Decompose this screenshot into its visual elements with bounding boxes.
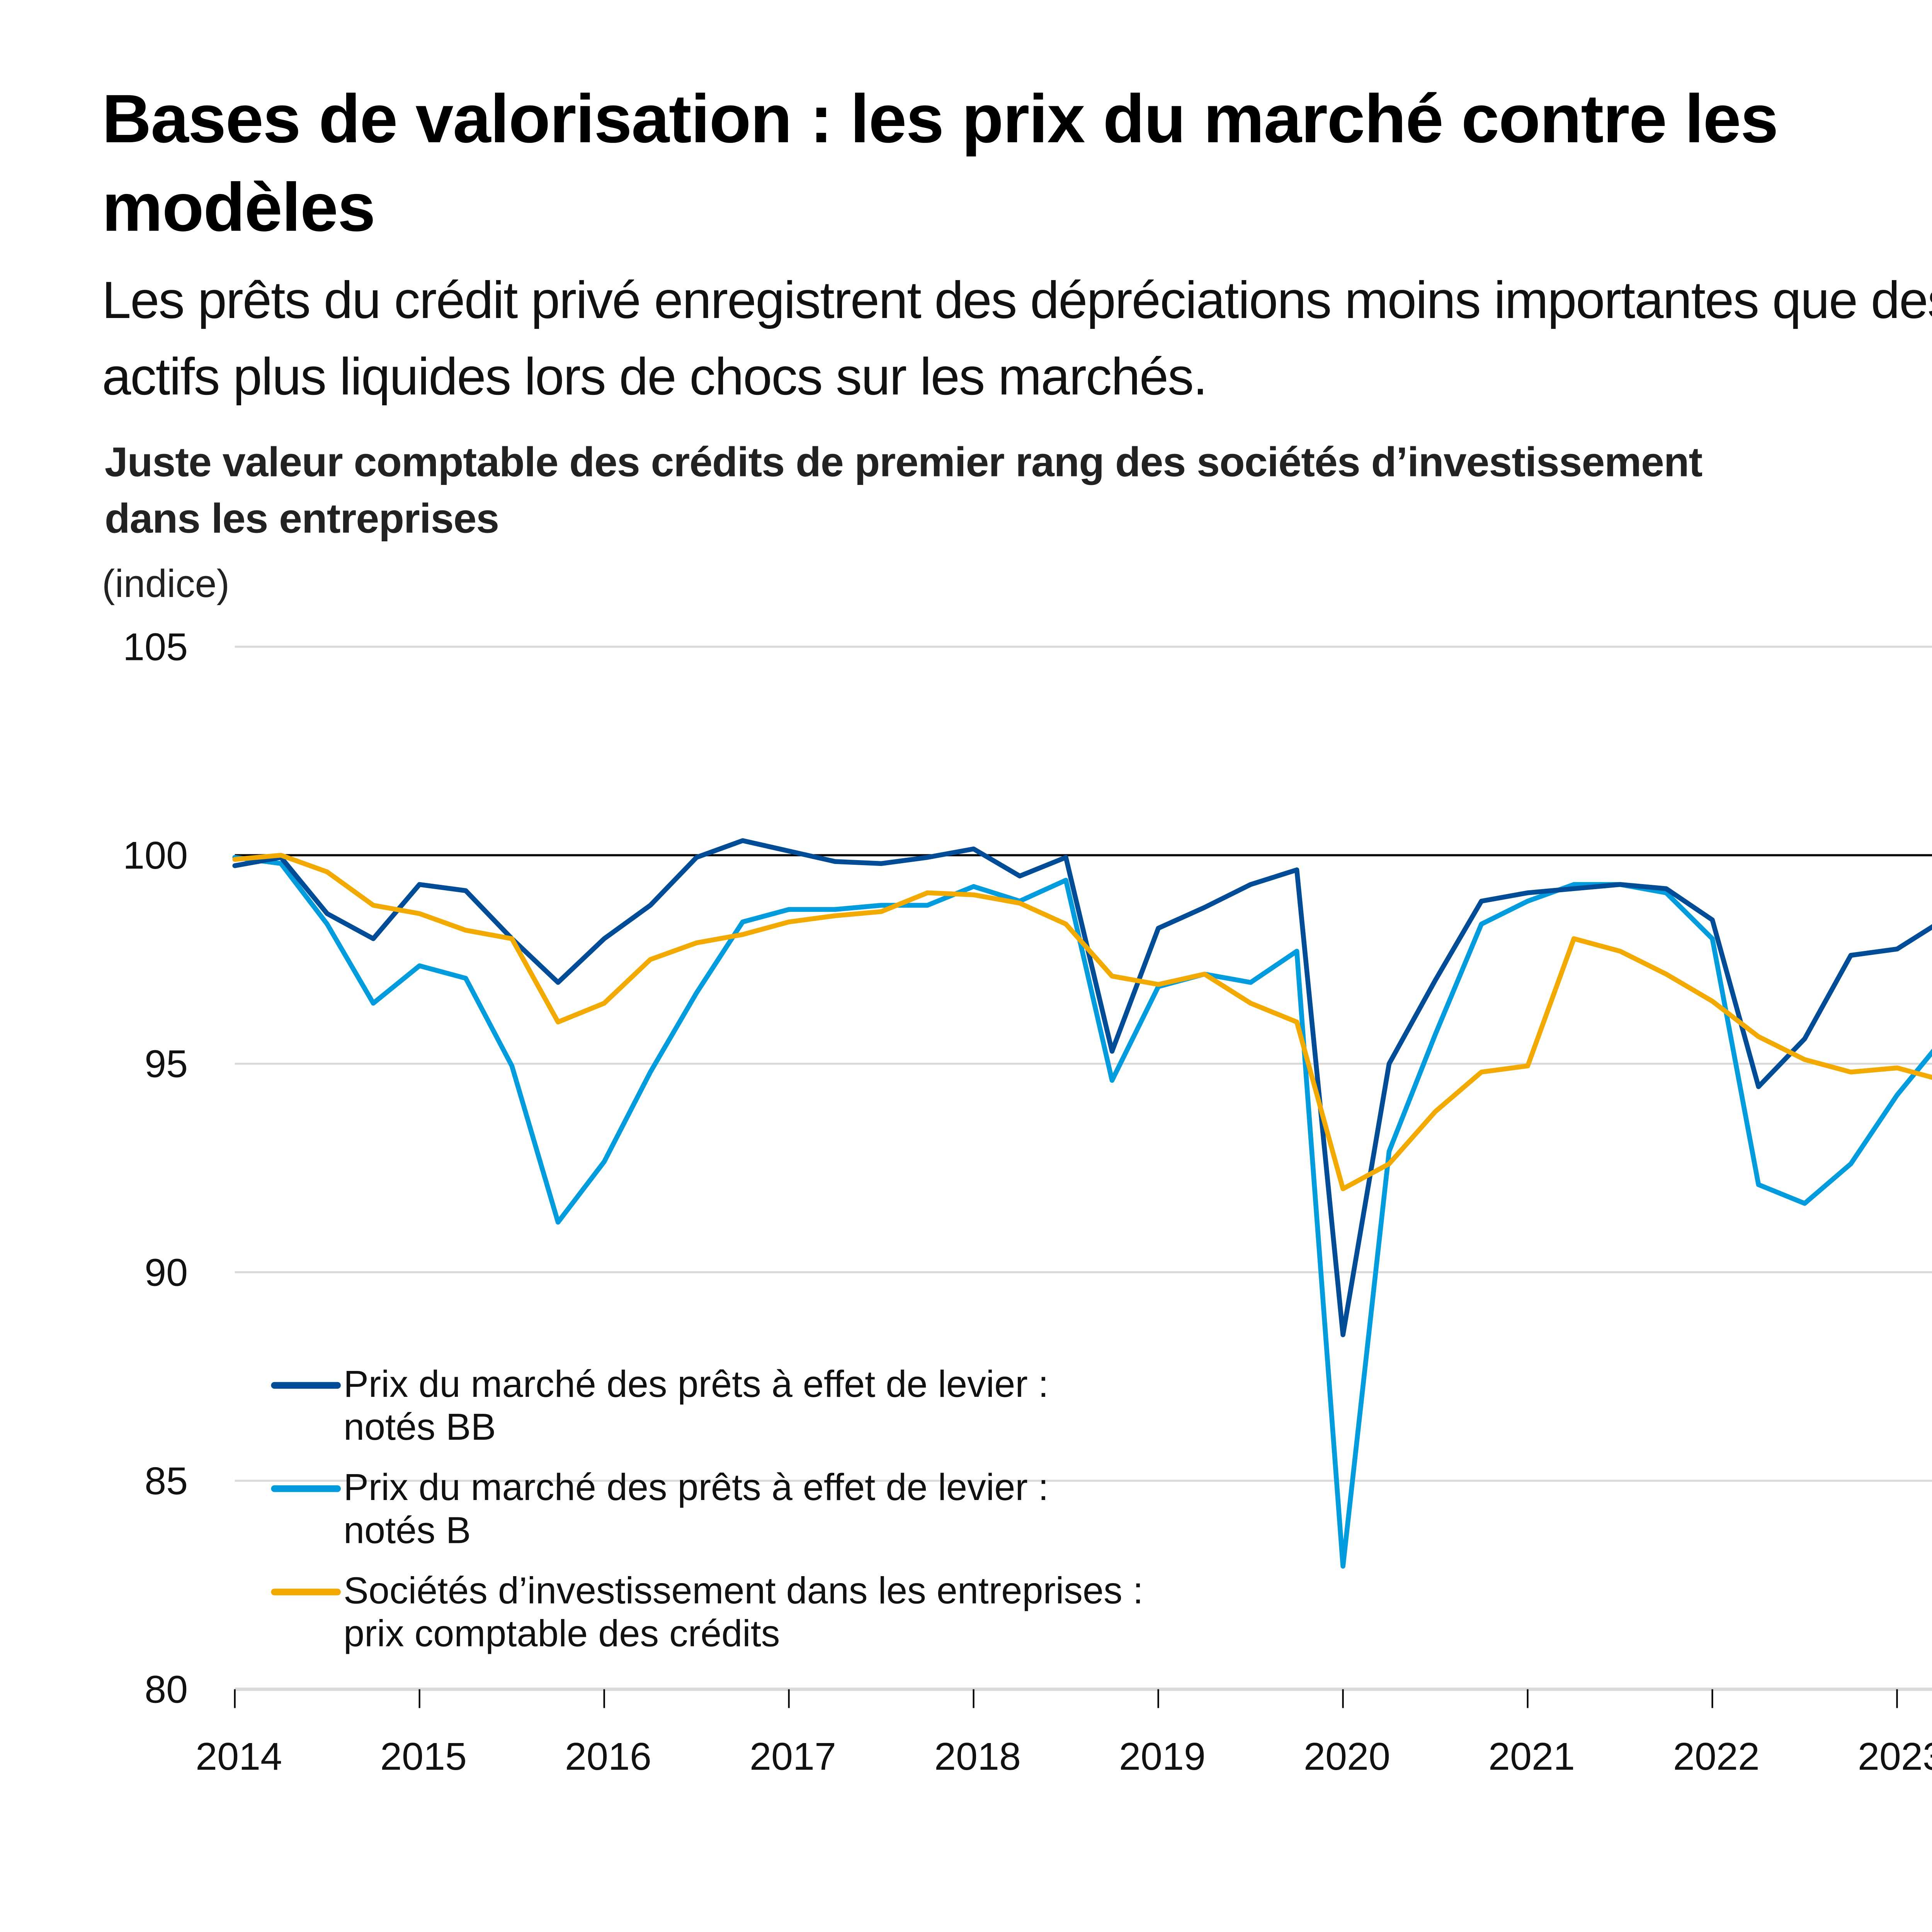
series-line-bdc xyxy=(232,853,1932,1191)
y-axis-unit-label: (indice) xyxy=(102,563,230,607)
gridlines xyxy=(235,646,1932,1482)
source-note: Sources : Bloomberg Finance LP ; informa… xyxy=(102,1927,1712,1932)
legend-label-bb-line2: notés BB xyxy=(343,1406,496,1448)
y-tick-label-100: 100 xyxy=(123,834,188,877)
x-tick-label-2021: 2021 xyxy=(1488,1735,1575,1778)
legend-item-bb: Prix du marché des prêts à effet de levi… xyxy=(268,1363,1368,1449)
x-tick-label-2015: 2015 xyxy=(380,1735,467,1778)
legend-label-b-line1: Prix du marché des prêts à effet de levi… xyxy=(343,1466,1049,1509)
x-tick-label-2014: 2014 xyxy=(196,1735,282,1778)
y-tick-label-105: 105 xyxy=(123,625,188,668)
legend-label-bdc-line2: prix comptable des crédits xyxy=(343,1612,780,1655)
x-axis: 2014 2015 2016 2017 2018 2019 2020 2021 2022 2023 xyxy=(196,1687,1932,1778)
series-line-bb xyxy=(232,838,1932,1337)
x-tick-label-2017: 2017 xyxy=(750,1735,836,1778)
series-line-b xyxy=(232,855,1932,1569)
legend-label-bb-line1: Prix du marché des prêts à effet de levi… xyxy=(343,1363,1049,1405)
legend-item-bdc: Sociétés d’investissement dans les entre… xyxy=(268,1570,1368,1656)
y-tick-label-80: 80 xyxy=(145,1668,188,1711)
legend-swatch-b xyxy=(271,1485,341,1492)
x-tick-label-2020: 2020 xyxy=(1304,1735,1390,1778)
page-title: Bases de valorisation : les prix du marc… xyxy=(102,80,1779,246)
legend-swatch-bb xyxy=(271,1382,341,1389)
y-tick-label-85: 85 xyxy=(145,1459,188,1503)
x-tick-label-2022: 2022 xyxy=(1673,1735,1760,1778)
y-axis: 80 85 90 95 100 105 xyxy=(123,625,188,1711)
chart-title: Juste valeur comptable des crédits de pr… xyxy=(104,439,1703,542)
legend-swatch-bdc xyxy=(271,1588,341,1595)
legend-item-b: Prix du marché des prêts à effet de levi… xyxy=(268,1466,1368,1552)
legend: Prix du marché des prêts à effet de levi… xyxy=(268,1363,1368,1673)
y-tick-label-95: 95 xyxy=(145,1043,188,1086)
x-tick-label-2023: 2023 xyxy=(1858,1735,1932,1778)
x-tick-label-2019: 2019 xyxy=(1119,1735,1206,1778)
legend-label-b-line2: notés B xyxy=(343,1509,471,1551)
page-subtitle: Les prêts du crédit privé enregistrent d… xyxy=(102,272,1932,407)
x-tick-label-2016: 2016 xyxy=(565,1735,651,1778)
y-tick-label-90: 90 xyxy=(145,1251,188,1294)
x-tick-label-2018: 2018 xyxy=(934,1735,1021,1778)
source-line-1: Sources : Bloomberg Finance LP ; informa… xyxy=(102,1927,1712,1932)
legend-label-bdc-line1: Sociétés d’investissement dans les entre… xyxy=(343,1570,1143,1612)
series-lines xyxy=(232,838,1932,1569)
